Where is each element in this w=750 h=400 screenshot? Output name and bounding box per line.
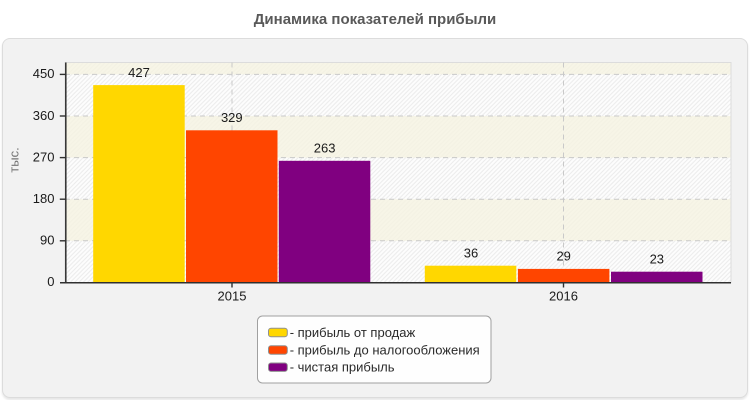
svg-text:270: 270 xyxy=(33,149,55,164)
svg-text:90: 90 xyxy=(40,233,54,248)
svg-text:0: 0 xyxy=(47,274,54,289)
svg-text:180: 180 xyxy=(33,191,55,206)
svg-text:2015: 2015 xyxy=(218,289,247,304)
svg-text:36: 36 xyxy=(464,245,478,260)
svg-text:329: 329 xyxy=(221,110,243,125)
svg-text:- чистая прибыль: - чистая прибыль xyxy=(290,360,395,375)
svg-text:2016: 2016 xyxy=(549,289,578,304)
svg-text:263: 263 xyxy=(314,141,336,156)
svg-text:29: 29 xyxy=(556,249,570,264)
svg-text:- прибыль до налогообложения: - прибыль до налогообложения xyxy=(290,342,480,357)
svg-text:360: 360 xyxy=(33,108,55,123)
svg-text:- прибыль от продаж: - прибыль от продаж xyxy=(290,325,416,340)
svg-text:427: 427 xyxy=(128,65,150,80)
svg-text:тыс.: тыс. xyxy=(7,147,22,172)
svg-text:450: 450 xyxy=(33,66,55,81)
svg-text:23: 23 xyxy=(650,251,664,266)
